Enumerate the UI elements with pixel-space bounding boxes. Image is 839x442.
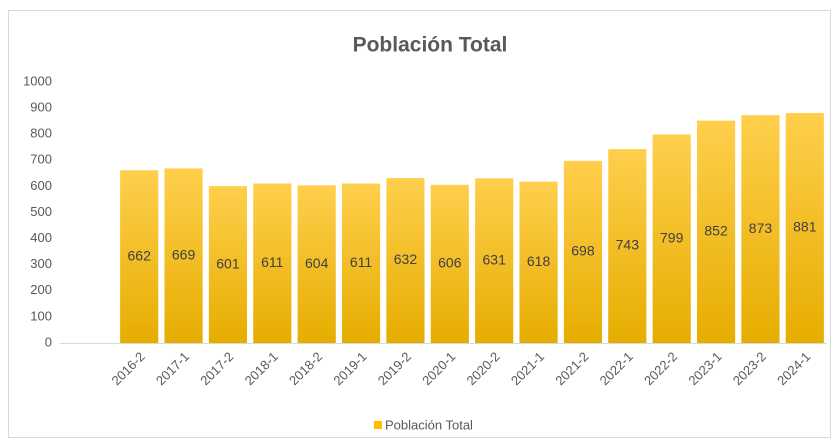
data-label: 601 xyxy=(216,255,240,271)
bar xyxy=(608,149,647,343)
data-label: 698 xyxy=(571,243,595,259)
bar xyxy=(741,115,780,343)
bar xyxy=(253,183,292,343)
y-tick-label: 100 xyxy=(30,308,52,323)
y-tick-label: 1000 xyxy=(23,73,52,88)
y-tick-label: 0 xyxy=(45,334,52,349)
bar xyxy=(696,120,736,344)
y-tick-label: 600 xyxy=(30,178,52,193)
y-tick-label: 400 xyxy=(30,230,52,245)
data-label: 631 xyxy=(483,251,507,267)
legend-swatch xyxy=(374,421,382,429)
data-label: 618 xyxy=(527,253,551,269)
data-label: 606 xyxy=(438,255,462,271)
data-label: 873 xyxy=(749,220,773,236)
bar xyxy=(652,134,691,343)
bar xyxy=(430,184,469,343)
data-label: 604 xyxy=(305,255,329,271)
data-label: 799 xyxy=(660,229,684,245)
bar xyxy=(341,183,381,343)
legend-label: Población Total xyxy=(385,417,473,432)
y-tick-label: 300 xyxy=(30,256,52,271)
bar xyxy=(164,168,203,343)
y-tick-label: 800 xyxy=(30,126,52,141)
bar xyxy=(475,178,514,343)
bar xyxy=(208,186,248,343)
y-tick-label: 700 xyxy=(30,152,52,167)
data-label: 662 xyxy=(128,247,152,263)
data-label: 611 xyxy=(261,254,284,270)
bar xyxy=(519,181,558,343)
y-tick-label: 500 xyxy=(30,204,52,219)
chart-title: Población Total xyxy=(353,34,508,57)
bar xyxy=(120,170,159,343)
data-label: 852 xyxy=(704,223,728,239)
data-label: 669 xyxy=(172,246,196,262)
y-tick-label: 200 xyxy=(30,282,52,297)
data-label: 881 xyxy=(793,219,817,235)
data-label: 632 xyxy=(394,251,418,267)
bar xyxy=(563,160,603,343)
bar xyxy=(386,178,425,343)
bar xyxy=(785,113,824,344)
bar xyxy=(297,185,336,343)
data-label: 611 xyxy=(350,254,373,270)
data-label: 743 xyxy=(616,237,640,253)
y-tick-label: 900 xyxy=(30,100,52,115)
